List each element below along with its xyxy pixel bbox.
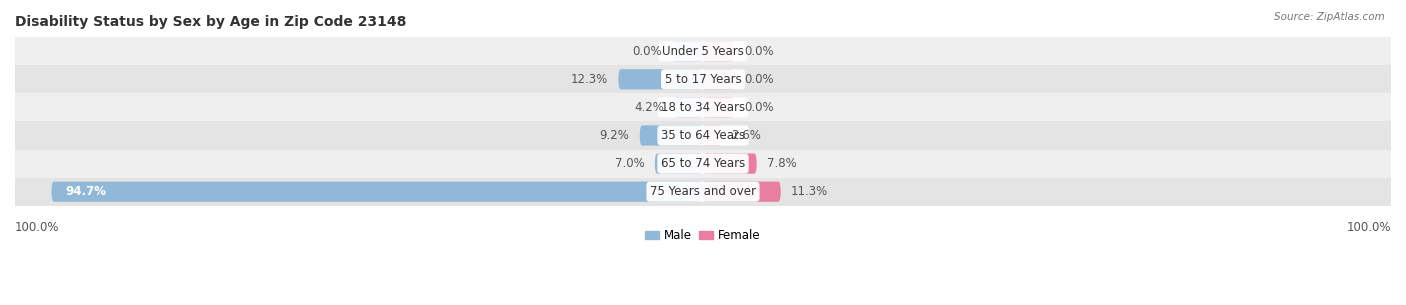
Text: 0.0%: 0.0% <box>744 73 773 86</box>
FancyBboxPatch shape <box>655 153 703 174</box>
Text: 7.8%: 7.8% <box>768 157 797 170</box>
Text: 11.3%: 11.3% <box>792 185 828 198</box>
FancyBboxPatch shape <box>640 125 703 145</box>
Text: 75 Years and over: 75 Years and over <box>650 185 756 198</box>
Text: 12.3%: 12.3% <box>571 73 607 86</box>
Bar <box>15 149 1391 178</box>
FancyBboxPatch shape <box>703 181 780 202</box>
Text: 18 to 34 Years: 18 to 34 Years <box>661 101 745 114</box>
FancyBboxPatch shape <box>703 125 721 145</box>
Text: Disability Status by Sex by Age in Zip Code 23148: Disability Status by Sex by Age in Zip C… <box>15 15 406 29</box>
Text: 9.2%: 9.2% <box>599 129 630 142</box>
Text: 4.2%: 4.2% <box>634 101 664 114</box>
FancyBboxPatch shape <box>703 97 734 117</box>
Text: Source: ZipAtlas.com: Source: ZipAtlas.com <box>1274 12 1385 22</box>
Text: 0.0%: 0.0% <box>633 45 662 58</box>
FancyBboxPatch shape <box>703 69 734 89</box>
Text: 2.6%: 2.6% <box>731 129 761 142</box>
FancyBboxPatch shape <box>703 153 756 174</box>
FancyBboxPatch shape <box>672 41 703 61</box>
FancyBboxPatch shape <box>703 41 734 61</box>
FancyBboxPatch shape <box>52 181 703 202</box>
Text: 100.0%: 100.0% <box>15 221 59 234</box>
Bar <box>15 65 1391 93</box>
Text: 65 to 74 Years: 65 to 74 Years <box>661 157 745 170</box>
Text: 0.0%: 0.0% <box>744 45 773 58</box>
Text: Under 5 Years: Under 5 Years <box>662 45 744 58</box>
FancyBboxPatch shape <box>619 69 703 89</box>
Bar <box>15 121 1391 149</box>
Text: 94.7%: 94.7% <box>65 185 107 198</box>
Text: 35 to 64 Years: 35 to 64 Years <box>661 129 745 142</box>
FancyBboxPatch shape <box>673 97 703 117</box>
Legend: Male, Female: Male, Female <box>641 224 765 247</box>
Text: 5 to 17 Years: 5 to 17 Years <box>665 73 741 86</box>
Text: 0.0%: 0.0% <box>744 101 773 114</box>
Bar <box>15 37 1391 65</box>
Bar <box>15 178 1391 206</box>
Text: 100.0%: 100.0% <box>1347 221 1391 234</box>
Bar <box>15 93 1391 121</box>
Text: 7.0%: 7.0% <box>614 157 644 170</box>
